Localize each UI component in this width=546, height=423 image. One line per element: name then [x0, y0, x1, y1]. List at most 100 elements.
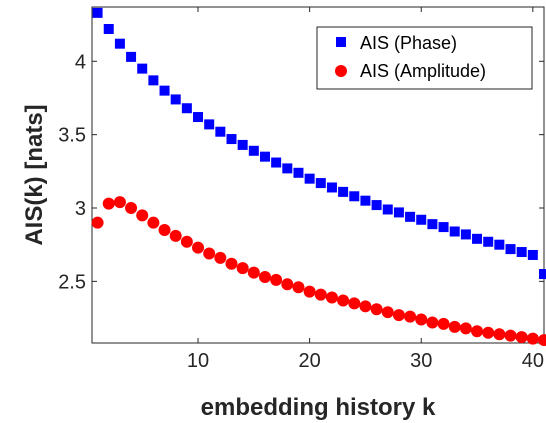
- data-point-phase: [204, 119, 215, 130]
- data-point-amplitude: [392, 309, 405, 322]
- data-point-phase: [416, 214, 427, 225]
- data-point-amplitude: [192, 241, 205, 254]
- data-point-phase: [483, 236, 494, 247]
- data-point-phase: [282, 163, 293, 174]
- data-point-phase: [92, 7, 103, 18]
- y-tick-label: 2.5: [58, 271, 86, 293]
- data-point-phase: [137, 63, 148, 74]
- legend-label-phase: AIS (Phase): [360, 33, 457, 53]
- data-point-phase: [539, 269, 546, 280]
- legend-marker-amplitude: [335, 65, 347, 77]
- data-point-amplitude: [426, 316, 439, 329]
- data-point-phase: [349, 191, 360, 202]
- data-point-phase: [505, 244, 516, 255]
- legend-box: [316, 26, 533, 90]
- data-point-amplitude: [158, 224, 171, 237]
- data-point-amplitude: [459, 322, 472, 335]
- data-point-amplitude: [203, 247, 216, 260]
- data-point-amplitude: [169, 229, 182, 242]
- data-point-amplitude: [504, 329, 517, 342]
- legend-marker-phase: [336, 37, 346, 47]
- data-point-amplitude: [281, 278, 294, 291]
- data-point-phase: [159, 85, 170, 96]
- data-point-amplitude: [247, 266, 260, 279]
- data-point-amplitude: [515, 331, 528, 344]
- data-point-phase: [438, 222, 449, 233]
- data-point-phase: [103, 24, 114, 35]
- data-point-amplitude: [125, 202, 138, 215]
- data-point-amplitude: [236, 262, 249, 275]
- data-point-amplitude: [303, 285, 316, 298]
- data-point-phase: [371, 200, 382, 211]
- series-layer: [91, 7, 546, 347]
- data-point-phase: [449, 226, 460, 237]
- data-point-phase: [193, 112, 204, 123]
- x-tick-label: 40: [522, 350, 544, 372]
- data-point-amplitude: [359, 300, 372, 313]
- data-point-amplitude: [102, 197, 115, 210]
- data-point-amplitude: [404, 310, 417, 323]
- x-axis-ticks: 10 20 30 40: [187, 7, 544, 372]
- data-point-amplitude: [91, 216, 104, 229]
- data-point-phase: [293, 167, 304, 178]
- data-point-amplitude: [337, 294, 350, 307]
- data-point-phase: [181, 103, 192, 114]
- data-point-phase: [215, 126, 226, 137]
- data-point-amplitude: [370, 303, 383, 316]
- data-point-phase: [114, 38, 125, 49]
- data-point-phase: [148, 75, 159, 86]
- series-phase: [92, 7, 546, 280]
- data-point-amplitude: [482, 326, 495, 339]
- data-point-amplitude: [136, 209, 149, 222]
- data-point-phase: [516, 247, 527, 258]
- data-point-amplitude: [437, 317, 450, 330]
- data-point-amplitude: [493, 328, 506, 341]
- data-point-amplitude: [113, 196, 126, 209]
- data-point-amplitude: [180, 235, 193, 248]
- data-point-amplitude: [214, 251, 227, 264]
- data-point-phase: [382, 204, 393, 215]
- data-point-amplitude: [258, 270, 271, 283]
- x-tick-label: 20: [299, 350, 321, 372]
- y-tick-label: 3.5: [58, 125, 86, 147]
- data-point-phase: [527, 249, 538, 260]
- data-point-phase: [226, 134, 237, 145]
- x-axis-label: embedding history k: [201, 394, 436, 421]
- data-point-phase: [393, 207, 404, 218]
- y-tick-label: 3: [75, 198, 86, 220]
- data-point-amplitude: [147, 216, 160, 229]
- data-point-amplitude: [538, 334, 546, 347]
- data-point-amplitude: [415, 313, 428, 326]
- data-point-amplitude: [225, 257, 238, 270]
- data-point-phase: [271, 157, 282, 168]
- data-point-phase: [427, 219, 438, 230]
- x-tick-label: 10: [187, 350, 209, 372]
- legend: AIS (Phase) AIS (Amplitude): [316, 26, 533, 90]
- data-point-phase: [237, 139, 248, 150]
- data-point-phase: [170, 94, 181, 105]
- y-tick-label: 4: [75, 51, 86, 73]
- data-point-amplitude: [325, 291, 338, 304]
- series-amplitude: [91, 196, 546, 347]
- data-point-amplitude: [471, 325, 484, 338]
- y-axis-ticks: 2.5 3 3.5 4: [58, 51, 544, 293]
- data-point-phase: [126, 51, 137, 62]
- data-point-phase: [338, 186, 349, 197]
- data-point-phase: [460, 229, 471, 240]
- data-point-phase: [494, 239, 505, 250]
- data-point-amplitude: [314, 288, 327, 301]
- data-point-amplitude: [381, 306, 394, 319]
- data-point-amplitude: [526, 332, 539, 345]
- data-point-phase: [405, 211, 416, 222]
- x-tick-label: 30: [410, 350, 432, 372]
- data-point-phase: [326, 182, 337, 193]
- data-point-amplitude: [292, 281, 305, 294]
- data-point-amplitude: [270, 273, 283, 286]
- data-point-phase: [472, 233, 483, 244]
- data-point-phase: [304, 173, 315, 184]
- data-point-amplitude: [448, 320, 461, 333]
- data-point-phase: [315, 178, 326, 189]
- legend-label-amplitude: AIS (Amplitude): [360, 61, 486, 81]
- data-point-phase: [248, 145, 259, 156]
